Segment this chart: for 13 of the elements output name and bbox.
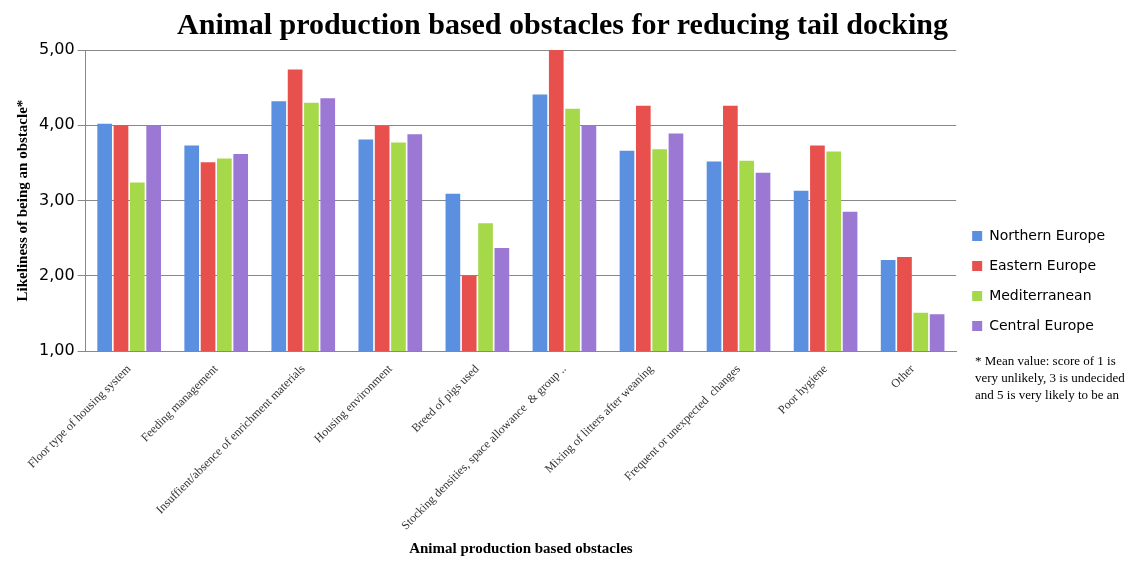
x-axis-title: Animal production based obstacles [409,539,633,556]
legend-label: Northern Europe [989,226,1106,243]
legend-label: Central Europe [989,316,1094,333]
chart-title: Animal production based obstacles for reducing tail docking [177,6,948,40]
legend-label: Mediterranean [989,286,1092,303]
y-tick-label: 4,00 [39,114,75,134]
y-tick-label: 2,00 [39,264,75,284]
y-tick-label: 1,00 [39,340,75,360]
y-tick-label: 3,00 [39,189,75,209]
legend-label: Eastern Europe [989,256,1097,273]
text: * Mean value: score of 1 is very unlikely, 3 is undecided and 5 is very likely to be an [975,352,1125,403]
y-axis-title: Likeliness of being an obstacle* [13,99,30,302]
y-tick-label: 5,00 [39,39,75,59]
